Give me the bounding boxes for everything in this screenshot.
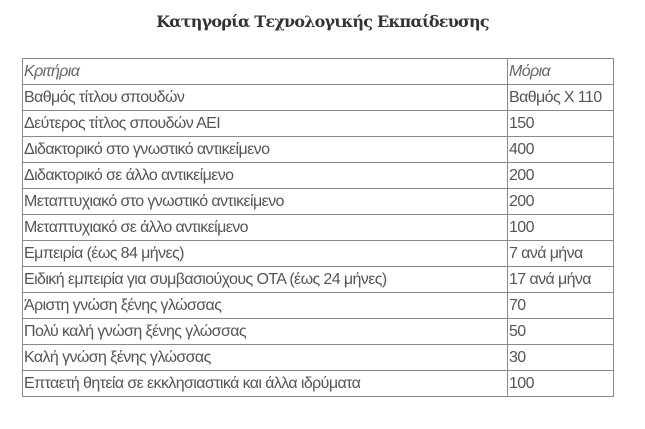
criterion-cell: Βαθμός τίτλου σπουδών [22, 84, 508, 111]
header-criteria: Κριτήρια [22, 58, 508, 85]
points-cell: 150 [507, 110, 614, 137]
table-row: Μεταπτυχιακό σε άλλο αντικείμενο 100 [22, 214, 614, 241]
table-row: Επταετή θητεία σε εκκλησιαστικά και άλλα… [22, 370, 614, 397]
table-row: Εμπειρία (έως 84 μήνες) 7 ανά μήνα [22, 240, 614, 267]
points-cell: 100 [507, 214, 614, 241]
points-cell: 200 [507, 162, 614, 189]
points-cell: 17 ανά μήνα [507, 266, 614, 293]
table-row: Δεύτερος τίτλος σπουδών ΑΕΙ 150 [22, 110, 614, 137]
table-row: Καλή γνώση ξένης γλώσσας 30 [22, 344, 614, 371]
points-cell: 7 ανά μήνα [507, 240, 614, 267]
table-row: Άριστη γνώση ξένης γλώσσας 70 [22, 292, 614, 319]
points-cell: 100 [507, 370, 614, 397]
criteria-table: Κριτήρια Μόρια Βαθμός τίτλου σπουδών Βαθμ… [22, 58, 614, 397]
points-cell: 30 [507, 344, 614, 371]
table-row: Πολύ καλή γνώση ξένης γλώσσας 50 [22, 318, 614, 345]
table-row: Διδακτορικό σε άλλο αντικείμενο 200 [22, 162, 614, 189]
criterion-cell: Εμπειρία (έως 84 μήνες) [22, 240, 508, 267]
points-cell: 400 [507, 136, 614, 163]
points-cell: 200 [507, 188, 614, 215]
criterion-cell: Πολύ καλή γνώση ξένης γλώσσας [22, 318, 508, 345]
table-row: Διδακτορικό στο γνωστικό αντικείμενο 400 [22, 136, 614, 163]
criterion-cell: Άριστη γνώση ξένης γλώσσας [22, 292, 508, 319]
criterion-cell: Καλή γνώση ξένης γλώσσας [22, 344, 508, 371]
criterion-cell: Διδακτορικό στο γνωστικό αντικείμενο [22, 136, 508, 163]
points-cell: 50 [507, 318, 614, 345]
criterion-cell: Μεταπτυχιακό σε άλλο αντικείμενο [22, 214, 508, 241]
points-cell: Βαθμός Χ 110 [507, 84, 614, 111]
table-row: Βαθμός τίτλου σπουδών Βαθμός Χ 110 [22, 84, 614, 111]
table-header-row: Κριτήρια Μόρια [22, 58, 614, 85]
criterion-cell: Μεταπτυχιακό στο γνωστικό αντικείμενο [22, 188, 508, 215]
points-cell: 70 [507, 292, 614, 319]
page-title: Κατηγορία Τεχνολογικής Εκπαίδευσης [156, 12, 489, 31]
criterion-cell: Δεύτερος τίτλος σπουδών ΑΕΙ [22, 110, 508, 137]
table-row: Μεταπτυχιακό στο γνωστικό αντικείμενο 200 [22, 188, 614, 215]
table-row: Ειδική εμπειρία για συμβασιούχους ΟΤΑ (έ… [22, 266, 614, 293]
criterion-cell: Ειδική εμπειρία για συμβασιούχους ΟΤΑ (έ… [22, 266, 508, 293]
header-points: Μόρια [507, 58, 614, 85]
criterion-cell: Διδακτορικό σε άλλο αντικείμενο [22, 162, 508, 189]
criterion-cell: Επταετή θητεία σε εκκλησιαστικά και άλλα… [22, 370, 508, 397]
